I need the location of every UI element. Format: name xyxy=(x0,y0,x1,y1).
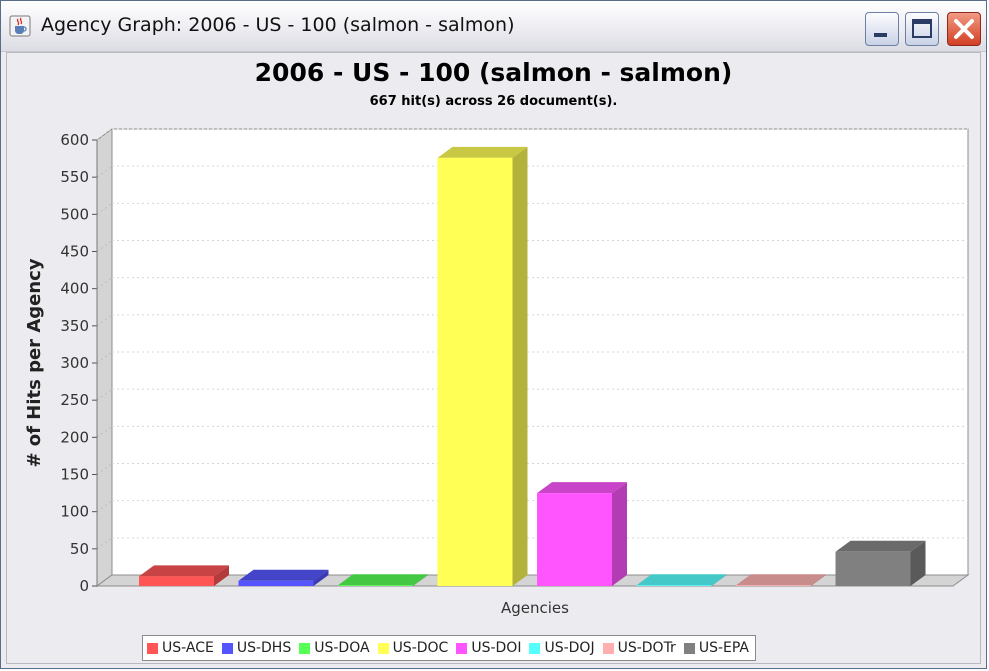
gridline-side xyxy=(96,351,113,364)
legend-swatch xyxy=(683,642,695,654)
gridline-side xyxy=(96,314,113,327)
bar-us-doa xyxy=(338,585,413,586)
y-tick-label: 500 xyxy=(60,205,89,223)
x-axis-label: Agencies xyxy=(501,599,569,617)
bar-side-us-doi xyxy=(612,482,627,586)
gridline-side xyxy=(96,500,113,513)
gridline-side xyxy=(96,240,113,252)
legend-label: US-DHS xyxy=(236,640,292,656)
minimize-icon xyxy=(874,33,887,37)
gridline-side xyxy=(96,388,113,401)
y-tick-label: 200 xyxy=(60,428,89,446)
bar-us-ace xyxy=(139,576,214,586)
legend-item: US-DOI xyxy=(456,640,521,656)
bar-side-us-epa xyxy=(910,540,926,586)
bar-us-epa xyxy=(835,551,911,586)
legend-item: US-DOC xyxy=(377,640,449,656)
legend-item: US-DOA xyxy=(299,640,370,656)
y-tick-label: 600 xyxy=(60,131,89,149)
bar-top-us-epa xyxy=(835,540,926,552)
bar-top-us-doj xyxy=(636,574,727,586)
title-bar[interactable]: Agency Graph: 2006 - US - 100 (salmon - … xyxy=(1,1,986,52)
close-icon xyxy=(954,19,974,39)
y-tick-label: 300 xyxy=(60,354,89,372)
chart-title: 2006 - US - 100 (salmon - salmon) xyxy=(254,58,733,87)
bar-top-us-dotr xyxy=(736,574,826,586)
bar-top-us-ace xyxy=(139,565,229,577)
gridline-side xyxy=(96,128,113,141)
bar-top-us-doa xyxy=(338,574,428,586)
bar-us-doj xyxy=(636,585,712,586)
bar-us-dhs xyxy=(238,580,314,586)
plot-left-wall xyxy=(96,128,113,587)
chart-legend: US-ACE US-DHS US-DOA US-DOC US-DOI US-DOJ US-D… xyxy=(142,635,756,661)
y-tick-label: 150 xyxy=(60,466,89,484)
bar-top-us-doi xyxy=(537,482,627,494)
y-tick-label: 400 xyxy=(60,280,89,298)
bar-side-us-dhs xyxy=(313,569,329,586)
bar-us-doc xyxy=(437,157,513,586)
gridline-side xyxy=(96,463,113,475)
bar-side-us-ace xyxy=(214,565,229,586)
legend-label: US-DOA xyxy=(314,640,370,656)
legend-item: US-DOJ xyxy=(529,640,595,656)
gridline-side xyxy=(96,537,113,550)
gridline-side xyxy=(96,277,113,290)
legend-label: US-DOJ xyxy=(544,640,595,656)
bar-top-us-dhs xyxy=(238,569,329,581)
legend-swatch xyxy=(377,642,389,654)
legend-item: US-ACE xyxy=(147,640,214,656)
bar-top-us-doc xyxy=(437,146,528,158)
y-tick-label: 0 xyxy=(79,577,89,595)
minimize-button[interactable] xyxy=(865,12,899,46)
legend-label: US-DOI xyxy=(471,640,522,656)
chart-subtitle: 667 hit(s) across 26 document(s). xyxy=(369,94,618,109)
y-tick-label: 450 xyxy=(60,243,89,261)
legend-swatch xyxy=(299,642,311,654)
legend-swatch xyxy=(529,642,541,654)
bar-side-us-doa xyxy=(413,574,428,586)
legend-label: US-ACE xyxy=(162,640,214,656)
y-tick-label: 50 xyxy=(70,540,89,558)
bar-us-doi xyxy=(537,493,612,586)
window-title: Agency Graph: 2006 - US - 100 (salmon - … xyxy=(41,14,515,36)
legend-swatch xyxy=(221,642,233,654)
legend-item: US-DOTr xyxy=(602,640,676,656)
legend-swatch xyxy=(456,642,468,654)
y-tick-label: 100 xyxy=(60,503,89,521)
bar-us-dotr xyxy=(736,585,811,586)
legend-item: US-DHS xyxy=(221,640,292,656)
gridline-side xyxy=(96,165,113,178)
legend-swatch xyxy=(147,642,158,654)
gridline-side xyxy=(96,425,113,438)
maximize-icon xyxy=(912,19,932,38)
legend-swatch xyxy=(602,642,614,654)
java-cup-icon xyxy=(9,15,31,37)
y-tick-label: 350 xyxy=(60,317,89,335)
close-button[interactable] xyxy=(947,12,981,46)
maximize-button[interactable] xyxy=(905,12,939,46)
bar-side-us-dotr xyxy=(811,574,826,586)
y-axis-label: # of Hits per Agency xyxy=(24,258,45,467)
y-tick-label: 250 xyxy=(60,391,89,409)
legend-label: US-DOTr xyxy=(617,640,676,656)
bar-side-us-doj xyxy=(711,574,727,586)
legend-label: US-EPA xyxy=(698,640,749,656)
bar-side-us-doc xyxy=(512,146,528,586)
gridline-side xyxy=(96,202,113,215)
y-tick-label: 550 xyxy=(60,168,89,186)
legend-item: US-EPA xyxy=(683,640,749,656)
legend-label: US-DOC xyxy=(392,640,449,656)
